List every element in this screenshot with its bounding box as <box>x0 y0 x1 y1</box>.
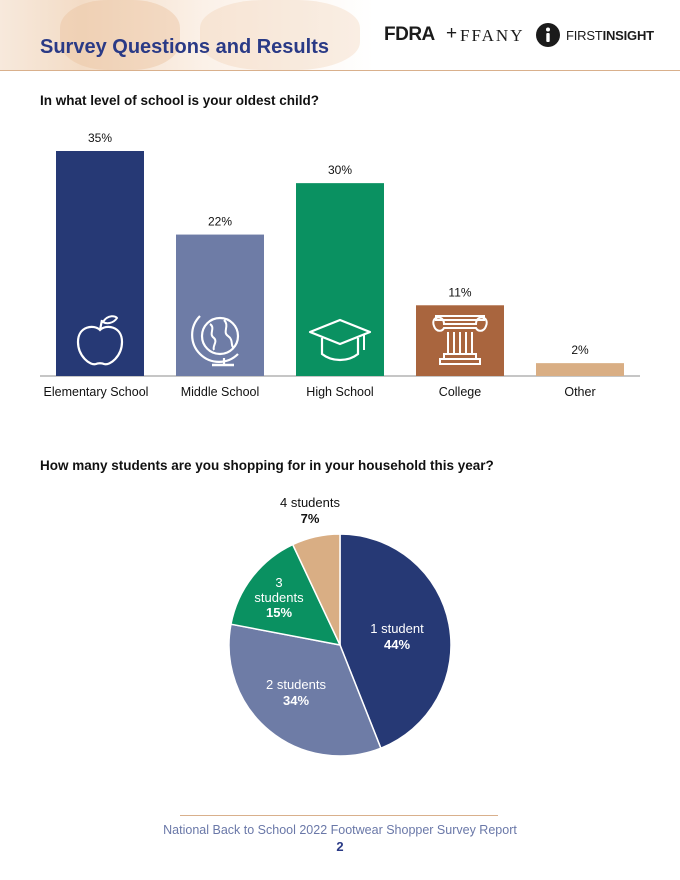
bar-value-label: 30% <box>328 163 352 177</box>
x-tick-label: Elementary School <box>44 385 149 399</box>
bar-value-label: 35% <box>88 131 112 145</box>
first-insight-logo-icon <box>536 23 560 47</box>
footer-divider <box>180 815 498 816</box>
bar-middle-school <box>176 234 264 376</box>
first-insight-logo: FIRSTINSIGHT <box>566 28 654 43</box>
page-number: 2 <box>336 839 344 854</box>
x-tick-label: College <box>439 385 481 399</box>
globe-icon <box>191 315 240 367</box>
bar-value-label: 22% <box>208 215 232 229</box>
slice-category-label: 4 students <box>280 495 340 510</box>
header-banner <box>0 0 680 71</box>
slice-category-label: 2 students <box>266 677 326 692</box>
bar-chart-title: In what level of school is your oldest c… <box>40 93 320 108</box>
bar-value-label: 2% <box>571 343 589 357</box>
logo-plus-sign: + <box>446 23 458 44</box>
slice-1-student <box>339 533 452 750</box>
bar-elementary-school <box>56 151 144 376</box>
slice-category-label: 3 <box>275 575 282 590</box>
page-title: Survey Questions and Results <box>40 36 329 58</box>
slice-value-label: 15% <box>266 605 292 620</box>
column-icon <box>432 315 488 365</box>
x-tick-label: Other <box>564 385 595 399</box>
bar-other <box>536 363 624 376</box>
slice-value-label: 7% <box>301 511 320 526</box>
pie-chart-title: How many students are you shopping for i… <box>40 458 494 473</box>
x-tick-label: High School <box>306 385 373 399</box>
slice-category-label: students <box>254 590 304 605</box>
slice-2-students <box>228 623 382 757</box>
bar-value-label: 11% <box>448 285 471 299</box>
header-decoration <box>60 0 180 70</box>
slice-3-students <box>230 543 342 647</box>
footer-report-title: National Back to School 2022 Footwear Sh… <box>163 823 517 837</box>
apple-icon <box>76 315 124 366</box>
first-insight-logo-first: FIRST <box>566 28 603 43</box>
fdra-logo: FDRA <box>384 24 435 45</box>
first-insight-logo-insight: INSIGHT <box>602 28 655 43</box>
graduation-cap-icon <box>308 318 372 362</box>
slice-value-label: 44% <box>384 637 410 652</box>
header-decoration <box>200 0 360 70</box>
slice-4-students <box>291 533 341 646</box>
x-tick-label: Middle School <box>181 385 260 399</box>
ffany-logo: FFANY <box>460 26 525 45</box>
slice-value-label: 34% <box>283 693 309 708</box>
slice-category-label: 1 student <box>370 621 424 636</box>
